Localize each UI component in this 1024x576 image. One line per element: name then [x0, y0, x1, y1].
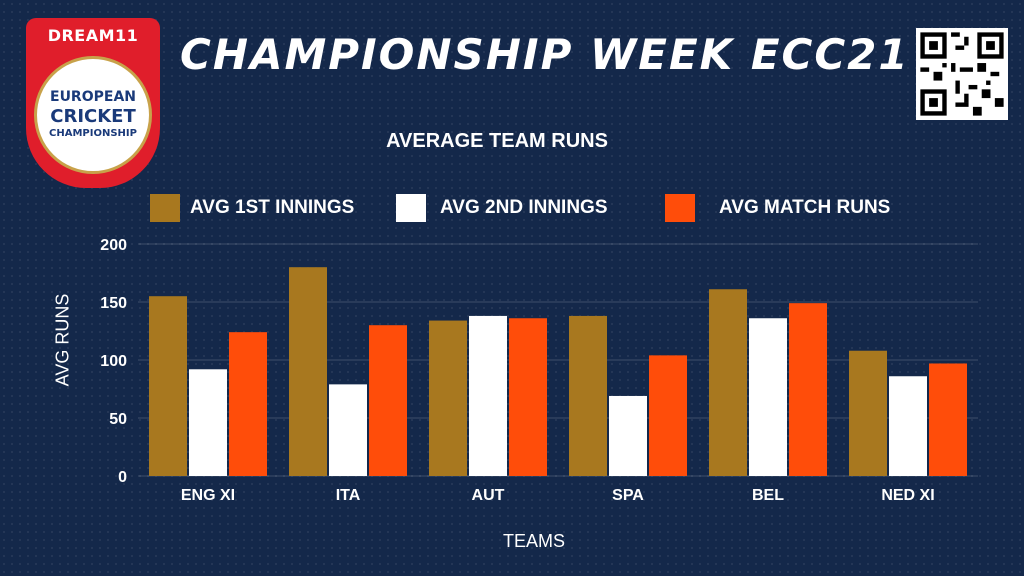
y-axis-label: AVG RUNS: [52, 293, 73, 387]
bar-avg-1st-innings: [149, 296, 187, 476]
legend-label-avg-2nd-innings: AVG 2ND INNINGS: [440, 197, 608, 218]
bar-avg-2nd-innings: [469, 315, 507, 476]
x-tick-label: NED XI: [881, 487, 934, 504]
y-tick-label: 50: [109, 411, 127, 428]
chart-title: AVERAGE TEAM RUNS: [386, 130, 608, 152]
logo-emblem: EUROPEAN CRICKET CHAMPIONSHIP: [34, 56, 152, 174]
legend-swatch-avg-2nd-innings: [396, 194, 426, 222]
x-tick-label: AUT: [472, 487, 505, 504]
bar-avg-1st-innings: [429, 320, 467, 476]
x-tick-label: SPA: [612, 487, 644, 504]
championship-logo: DREAM11 EUROPEAN CRICKET CHAMPIONSHIP: [26, 18, 160, 188]
logo-line-cricket: CRICKET: [50, 106, 136, 127]
bar-avg-match-runs: [369, 325, 407, 476]
bar-avg-2nd-innings: [609, 395, 647, 476]
bar-avg-match-runs: [649, 355, 687, 476]
legend-swatch-avg-match-runs: [665, 194, 695, 222]
bar-avg-1st-innings: [709, 289, 747, 476]
bar-avg-2nd-innings: [329, 384, 367, 476]
bar-avg-match-runs: [509, 318, 547, 476]
legend-label-avg-1st-innings: AVG 1ST INNINGS: [190, 197, 355, 218]
x-tick-label: ENG XI: [181, 487, 235, 504]
logo-line-european: EUROPEAN: [50, 89, 136, 105]
y-tick-label: 0: [118, 469, 127, 486]
logo-brand: DREAM11: [47, 26, 139, 45]
x-tick-label: BEL: [752, 487, 784, 504]
bar-avg-match-runs: [929, 363, 967, 476]
legend-swatch-avg-1st-innings: [150, 194, 180, 222]
bar-avg-match-runs: [789, 303, 827, 476]
y-tick-label: 100: [100, 353, 127, 370]
bar-avg-2nd-innings: [749, 318, 787, 476]
bar-avg-2nd-innings: [189, 369, 227, 476]
y-tick-label: 150: [100, 295, 127, 312]
bar-avg-1st-innings: [849, 350, 887, 476]
bar-avg-1st-innings: [569, 315, 607, 476]
bar-avg-1st-innings: [289, 267, 327, 476]
x-axis-label: TEAMS: [502, 531, 565, 551]
page-title: CHAMPIONSHIP WEEK ECC21: [180, 30, 910, 79]
legend-label-avg-match-runs: AVG MATCH RUNS: [719, 197, 891, 218]
x-tick-label: ITA: [336, 487, 361, 504]
y-tick-label: 200: [100, 237, 127, 254]
qr-code-icon[interactable]: [916, 28, 1008, 120]
logo-line-championship: CHAMPIONSHIP: [49, 128, 137, 139]
bar-avg-2nd-innings: [889, 376, 927, 476]
bar-avg-match-runs: [229, 332, 267, 476]
